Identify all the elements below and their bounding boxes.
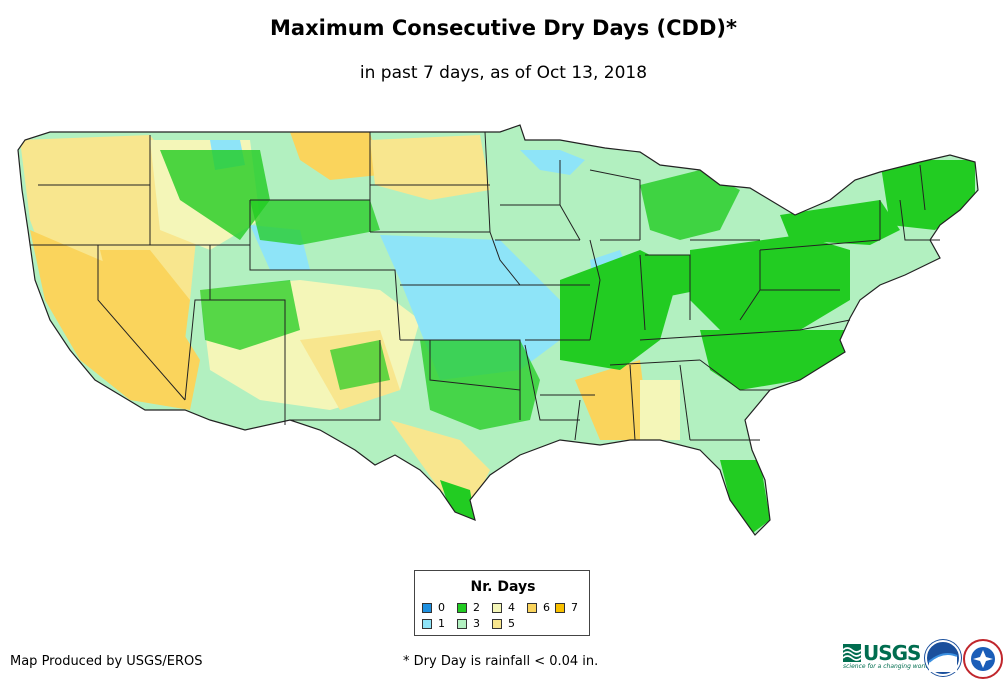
legend-swatch-2 (457, 602, 467, 613)
map-subtitle: in past 7 days, as of Oct 13, 2018 (359, 63, 648, 83)
legend-item-2: 2 (457, 601, 480, 614)
legend-title: Nr. Days (470, 579, 536, 595)
legend-swatch-1 (422, 618, 432, 629)
nws-icon (971, 647, 995, 671)
legend-item-6: 6 (527, 601, 550, 614)
map-title: Maximum Consecutive Dry Days (CDD)* (270, 16, 737, 40)
legend-item-3: 3 (457, 617, 480, 630)
legend-item-1: 1 (422, 617, 445, 630)
legend-item-7: 7 (555, 601, 578, 614)
legend-swatch-6 (527, 602, 537, 613)
usgs-logo: USGS science for a changing world (842, 641, 929, 670)
legend-swatch-7 (555, 602, 565, 613)
us-map (17, 124, 979, 536)
noaa-bird-icon (928, 653, 958, 672)
us-map-svg (17, 124, 979, 536)
legend-label-4: 4 (508, 601, 515, 614)
legend-swatch-5 (492, 618, 502, 629)
usgs-logo-text: USGS (863, 641, 921, 665)
legend-box: Nr. Days 0 1 2 3 4 5 6 7 (414, 570, 590, 636)
legend-item-5: 5 (492, 617, 515, 630)
noaa-logo (925, 640, 961, 676)
usgs-wave-icon (842, 644, 862, 662)
legend-label-7: 7 (571, 601, 578, 614)
legend-label-3: 3 (473, 617, 480, 630)
legend-label-0: 0 (438, 601, 445, 614)
legend-swatch-0 (422, 602, 432, 613)
legend-swatch-3 (457, 618, 467, 629)
state-boundaries (17, 124, 979, 536)
legend-swatch-4 (492, 602, 502, 613)
credit-text: Map Produced by USGS/EROS (10, 654, 203, 669)
legend-item-4: 4 (492, 601, 515, 614)
legend-label-5: 5 (508, 617, 515, 630)
legend-item-0: 0 (422, 601, 445, 614)
dry-day-note: * Dry Day is rainfall < 0.04 in. (403, 654, 599, 669)
legend-label-1: 1 (438, 617, 445, 630)
cdd-data-layer (18, 125, 978, 535)
usgs-tagline: science for a changing world (843, 663, 930, 670)
national-weather-service-logo (963, 639, 1003, 679)
legend-label-2: 2 (473, 601, 480, 614)
legend-label-6: 6 (543, 601, 550, 614)
